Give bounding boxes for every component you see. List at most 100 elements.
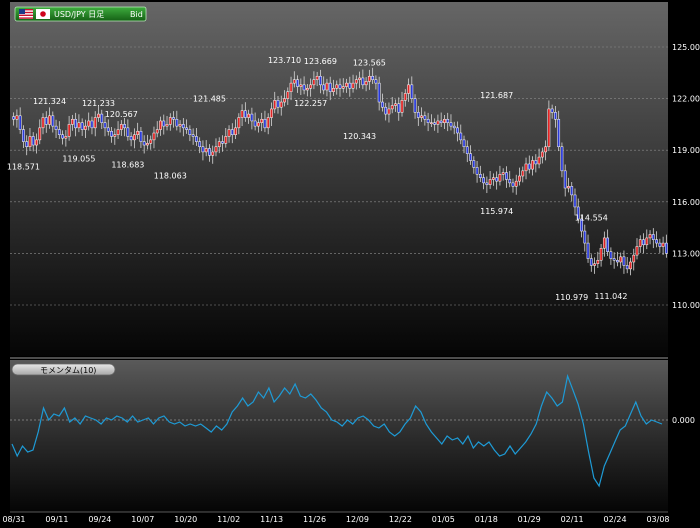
candle-body [12, 116, 16, 120]
candle-body [459, 132, 463, 141]
price-label: 111.042 [594, 292, 627, 301]
price-label: 123.710 [268, 56, 301, 65]
candlestick-series [12, 67, 668, 276]
candle-body [165, 124, 169, 127]
candle-body [488, 179, 492, 185]
candle-body [501, 172, 505, 175]
candle-body [655, 239, 658, 244]
price-tick-label: 116.000 [672, 198, 700, 207]
candle-body [374, 79, 378, 84]
candle-body [168, 117, 172, 125]
candle-body [332, 88, 335, 92]
candle-body [198, 141, 202, 148]
candle-body [279, 101, 283, 108]
candle-body [214, 146, 218, 153]
candle-body [377, 82, 381, 103]
candle-body [103, 122, 107, 129]
candle-body [243, 110, 247, 118]
candle-body [126, 127, 130, 137]
candle-body [465, 146, 469, 154]
candle-body [387, 108, 391, 115]
candle-body [116, 129, 120, 135]
candle-body [642, 239, 645, 246]
candle-body [537, 156, 541, 165]
candle-body [593, 263, 596, 266]
candle-body [534, 160, 538, 165]
candle-body [439, 120, 443, 123]
candle-body [74, 118, 78, 129]
momentum-line [11, 373, 663, 488]
date-tick-label: 10/07 [131, 515, 154, 524]
candle-body [560, 146, 564, 172]
candle-body [319, 75, 322, 86]
indicator-label: モメンタム(10) [40, 366, 96, 375]
candle-body [250, 113, 254, 122]
indicator-chip[interactable]: モメンタム(10) [11, 363, 116, 376]
candle-body [247, 113, 251, 118]
candle-body [635, 246, 639, 256]
candle-body [469, 153, 472, 161]
candle-body [433, 122, 437, 125]
candle-body [132, 134, 136, 141]
candle-body [110, 131, 113, 137]
date-axis: 08/31 09/11 09/24 10/07 10/20 11/02 11/13 11/26… [2, 511, 670, 524]
candle-body [495, 177, 499, 182]
candle-body [403, 93, 407, 101]
candle-body [462, 139, 466, 148]
price-label: 120.343 [343, 132, 376, 141]
candle-body [253, 120, 257, 127]
candle-body [410, 84, 414, 99]
candle-body [270, 108, 273, 118]
candle-body [449, 122, 453, 127]
candle-body [625, 265, 629, 270]
candle-body [283, 98, 286, 103]
candle-body [257, 122, 260, 127]
price-label: 121.485 [193, 94, 226, 103]
candle-body [119, 124, 123, 130]
candle-body [240, 110, 244, 118]
date-tick-label: 02/24 [604, 515, 627, 524]
candle-body [100, 113, 104, 123]
candle-body [185, 127, 188, 130]
candle-body [162, 120, 166, 127]
candle-body [204, 148, 208, 153]
candle-body [345, 82, 348, 87]
candle-body [547, 108, 551, 148]
candle-body [599, 247, 603, 261]
candle-body [188, 129, 192, 135]
candle-body [87, 120, 91, 127]
candle-body [302, 84, 306, 91]
candle-body [381, 101, 384, 108]
candle-body [390, 105, 394, 110]
candle-body [211, 151, 215, 156]
candle-body [41, 117, 45, 129]
candle-body [159, 120, 162, 130]
candle-body [612, 258, 616, 261]
momentum-panel [10, 360, 668, 512]
candle-body [299, 84, 303, 87]
candle-body [452, 125, 456, 129]
candle-body [446, 118, 450, 123]
date-tick-label: 11/26 [303, 515, 326, 524]
candle-body [113, 134, 117, 137]
candle-body [397, 103, 401, 113]
candle-body [540, 151, 544, 158]
candle-body [358, 77, 361, 80]
candle-body [367, 75, 371, 82]
candle-body [485, 182, 489, 185]
momentum-zero-label: 0.000 [672, 416, 695, 425]
candle-body [338, 84, 342, 89]
candle-body [178, 124, 182, 127]
candle-body [149, 139, 153, 144]
candle-body [371, 75, 375, 80]
candle-body [416, 112, 420, 118]
candle-body [472, 160, 476, 168]
price-label: 121.687 [480, 91, 513, 100]
symbol-chip[interactable]: USD/JPY 日足 Bid [14, 6, 147, 22]
price-label: 118.683 [111, 161, 144, 170]
candle-body [629, 261, 632, 270]
price-axis: 110.000 113.000 116.000 119.000 122.000 125.0… [672, 43, 700, 310]
candle-body [312, 79, 316, 86]
candle-body [234, 127, 237, 135]
